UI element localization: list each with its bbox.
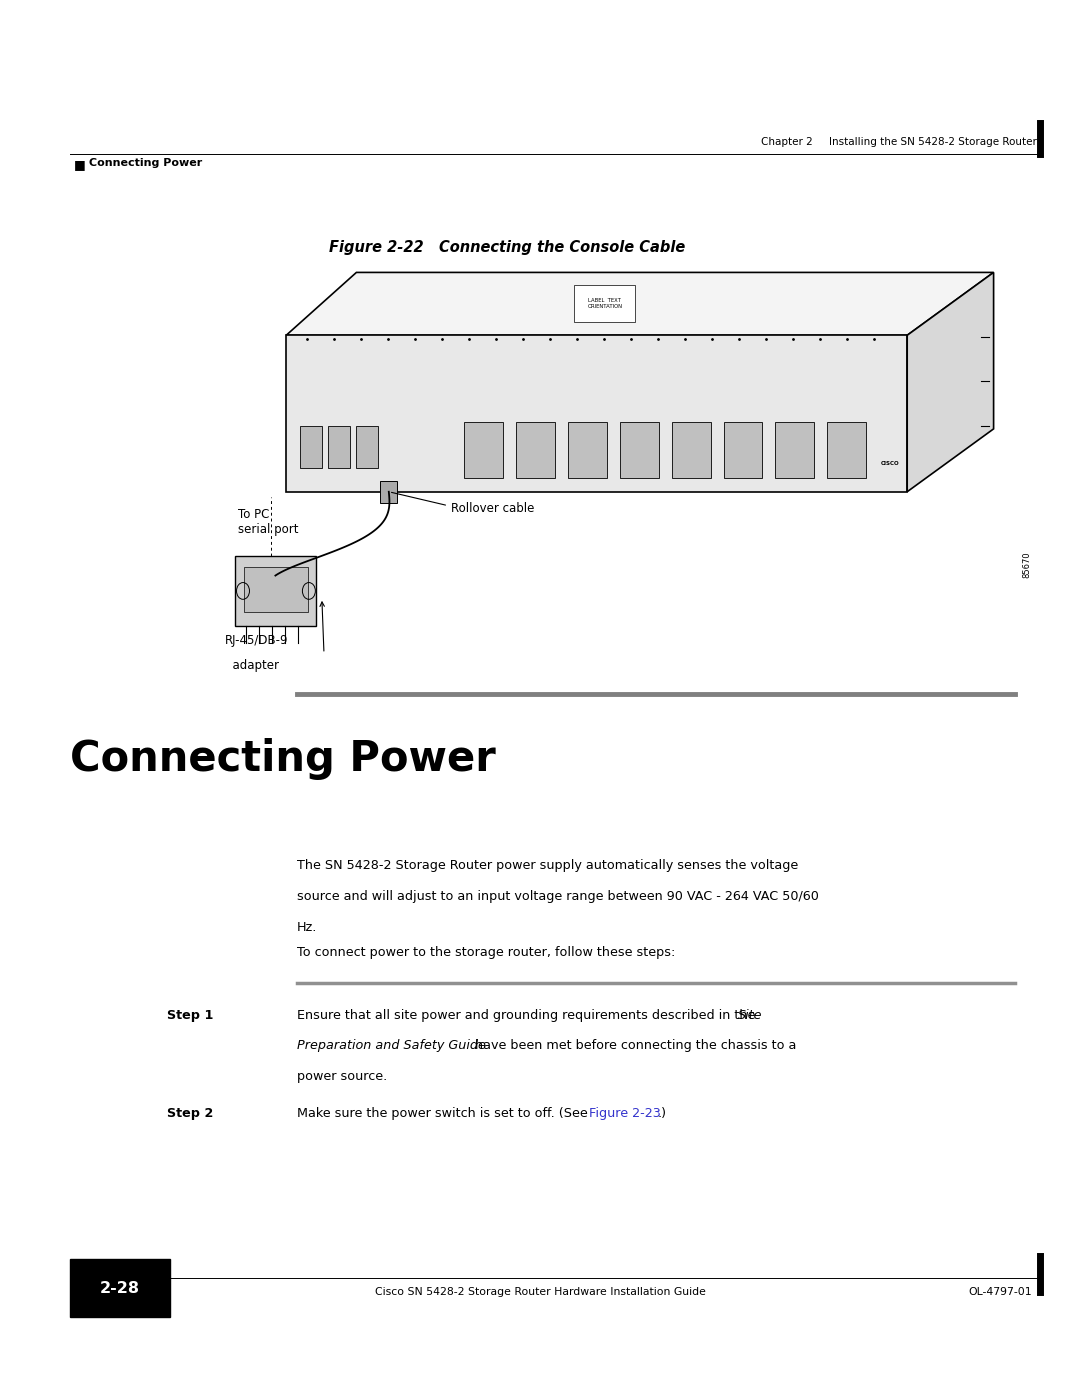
Text: Chapter 2     Installing the SN 5428-2 Storage Router: Chapter 2 Installing the SN 5428-2 Stora… [761,137,1037,147]
Text: power source.: power source. [297,1070,388,1083]
Text: Site: Site [738,1009,762,1021]
FancyBboxPatch shape [672,422,711,478]
Text: source and will adjust to an input voltage range between 90 VAC - 264 VAC 50/60: source and will adjust to an input volta… [297,890,819,902]
Text: 85670: 85670 [1023,550,1031,578]
Text: The SN 5428-2 Storage Router power supply automatically senses the voltage: The SN 5428-2 Storage Router power suppl… [297,859,798,872]
Text: Connecting Power: Connecting Power [70,738,496,780]
FancyBboxPatch shape [380,481,397,503]
FancyBboxPatch shape [464,422,503,478]
Text: Cisco SN 5428-2 Storage Router Hardware Installation Guide: Cisco SN 5428-2 Storage Router Hardware … [375,1287,705,1296]
Text: RJ-45/DB-9: RJ-45/DB-9 [225,634,288,647]
Text: 2-28: 2-28 [99,1281,140,1295]
Polygon shape [907,272,994,492]
Text: To connect power to the storage router, follow these steps:: To connect power to the storage router, … [297,946,675,958]
Text: Figure 2-23: Figure 2-23 [589,1106,661,1120]
Text: Figure 2-22   Connecting the Console Cable: Figure 2-22 Connecting the Console Cable [329,240,686,256]
FancyBboxPatch shape [244,567,308,612]
FancyBboxPatch shape [235,556,316,626]
FancyBboxPatch shape [724,422,762,478]
Text: Connecting Power: Connecting Power [89,158,202,168]
FancyBboxPatch shape [827,422,866,478]
Text: Make sure the power switch is set to off. (See: Make sure the power switch is set to off… [297,1106,592,1120]
FancyBboxPatch shape [516,422,555,478]
Text: Rollover cable: Rollover cable [451,502,535,515]
Polygon shape [286,335,907,492]
Text: LABEL  TEXT
ORIENTATION: LABEL TEXT ORIENTATION [588,298,622,309]
Text: Hz.: Hz. [297,921,318,933]
FancyBboxPatch shape [328,426,350,468]
Text: ■: ■ [73,158,85,170]
Text: OL-4797-01: OL-4797-01 [969,1287,1032,1296]
Text: Step 1: Step 1 [167,1009,214,1021]
Text: .): .) [657,1106,666,1120]
FancyBboxPatch shape [620,422,659,478]
Text: adapter: adapter [225,659,279,672]
Text: have been met before connecting the chassis to a: have been met before connecting the chas… [471,1039,796,1052]
FancyBboxPatch shape [356,426,378,468]
Text: To PC
serial port: To PC serial port [238,509,298,536]
FancyBboxPatch shape [300,426,322,468]
Polygon shape [286,272,994,335]
FancyBboxPatch shape [775,422,814,478]
Text: Ensure that all site power and grounding requirements described in the: Ensure that all site power and grounding… [297,1009,759,1021]
FancyBboxPatch shape [70,1259,170,1317]
Text: Preparation and Safety Guide: Preparation and Safety Guide [297,1039,486,1052]
Text: CISCO: CISCO [881,461,900,467]
Text: Step 2: Step 2 [167,1106,214,1120]
FancyBboxPatch shape [568,422,607,478]
